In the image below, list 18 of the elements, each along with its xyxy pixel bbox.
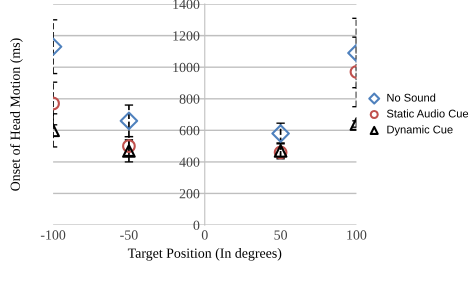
x-tick-label: -100 [40,230,66,240]
y-tick-label: 1200 [173,31,200,41]
y-tick-label: 1000 [173,62,200,72]
legend-label: Static Audio Cue [386,109,468,118]
y-tick-label: 600 [180,126,200,136]
x-tick-label: -50 [120,230,138,240]
legend-label: No Sound [387,93,436,102]
x-tick-label: 0 [202,230,208,240]
legend-label: Dynamic Cue [387,125,453,136]
x-axis-title: Target Position (In degrees) [128,248,282,261]
y-tick-label: 1400 [173,0,200,10]
y-tick-label: 200 [180,189,200,198]
y-tick-label: 0 [193,220,200,230]
y-tick-label: 800 [180,94,200,104]
x-tick-label: 100 [347,230,366,240]
x-tick-label: 50 [274,230,288,240]
y-tick-label: 400 [179,157,200,167]
y-axis-title: Onset of Head Motion (ms) [10,38,23,191]
